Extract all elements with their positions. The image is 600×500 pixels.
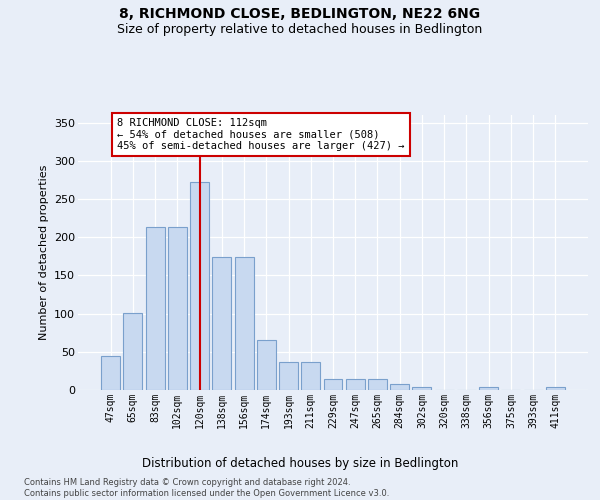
Bar bbox=[124, 313, 142, 390]
Bar bbox=[168, 226, 187, 390]
Bar bbox=[212, 257, 231, 390]
Bar bbox=[479, 387, 498, 390]
Bar bbox=[368, 378, 387, 390]
Bar bbox=[323, 378, 343, 390]
Bar bbox=[190, 182, 209, 390]
Y-axis label: Number of detached properties: Number of detached properties bbox=[38, 165, 49, 340]
Bar bbox=[390, 384, 409, 390]
Text: Distribution of detached houses by size in Bedlington: Distribution of detached houses by size … bbox=[142, 458, 458, 470]
Bar bbox=[412, 387, 431, 390]
Bar bbox=[235, 257, 254, 390]
Text: Size of property relative to detached houses in Bedlington: Size of property relative to detached ho… bbox=[118, 22, 482, 36]
Bar bbox=[301, 362, 320, 390]
Text: 8, RICHMOND CLOSE, BEDLINGTON, NE22 6NG: 8, RICHMOND CLOSE, BEDLINGTON, NE22 6NG bbox=[119, 8, 481, 22]
Text: 8 RICHMOND CLOSE: 112sqm
← 54% of detached houses are smaller (508)
45% of semi-: 8 RICHMOND CLOSE: 112sqm ← 54% of detach… bbox=[118, 118, 405, 152]
Bar bbox=[346, 378, 365, 390]
Bar bbox=[546, 387, 565, 390]
Text: Contains HM Land Registry data © Crown copyright and database right 2024.
Contai: Contains HM Land Registry data © Crown c… bbox=[24, 478, 389, 498]
Bar bbox=[257, 340, 276, 390]
Bar bbox=[101, 356, 120, 390]
Bar bbox=[146, 226, 164, 390]
Bar bbox=[279, 362, 298, 390]
